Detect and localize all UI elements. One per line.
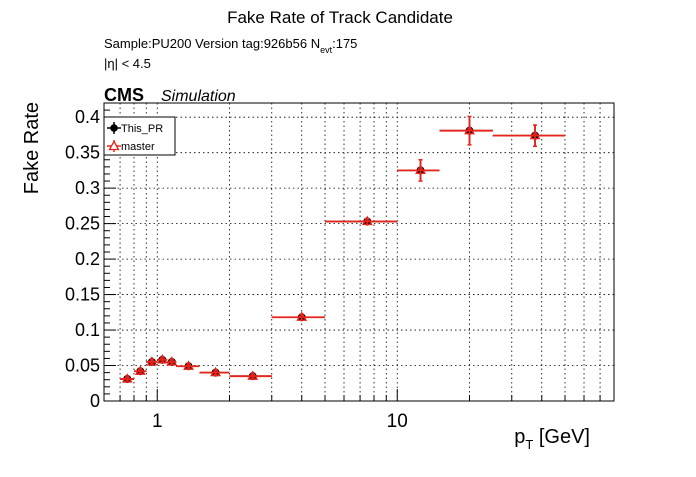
master-marker xyxy=(121,373,133,383)
x-axis-title: pT [GeV] xyxy=(514,426,590,452)
data-point xyxy=(133,365,147,376)
data-point xyxy=(156,354,168,364)
master-marker xyxy=(529,129,541,140)
data-point xyxy=(271,311,326,322)
y-tick-label: 0.3 xyxy=(75,178,100,198)
plot-title: Fake Rate of Track Candidate xyxy=(227,8,453,27)
x-axis-title-sub: T xyxy=(525,437,533,452)
cms-label: CMS xyxy=(104,85,144,105)
data-point xyxy=(439,115,493,146)
simulation-label: Simulation xyxy=(161,88,236,105)
sample-info-prefix: Sample:PU200 Version tag:926b56 N xyxy=(104,36,320,51)
master-marker xyxy=(134,365,146,375)
data-point xyxy=(397,159,440,182)
x-tick-label: 1 xyxy=(152,411,163,432)
data-point xyxy=(199,366,230,377)
data-point xyxy=(146,356,158,366)
y-tick-label: 0.2 xyxy=(75,249,100,269)
axes: 1 10 0 0.05 0.1 0.15 0.2 0.25 0.3 0.35 0.4 xyxy=(65,102,615,432)
grid xyxy=(103,103,615,401)
y-tick-label: 0 xyxy=(90,391,100,411)
legend-label-master: master xyxy=(121,141,155,153)
master-marker xyxy=(464,124,475,135)
master-marker xyxy=(183,360,194,370)
data-point xyxy=(229,370,272,381)
data-point xyxy=(492,124,566,148)
y-tick-label: 0.4 xyxy=(75,107,100,127)
y-tick-label: 0.1 xyxy=(75,320,100,340)
data-point xyxy=(176,360,200,371)
data-point xyxy=(325,215,398,226)
x-axis-title-main: p xyxy=(514,426,525,448)
plot-frame xyxy=(103,102,615,402)
y-axis-title: Fake Rate xyxy=(21,102,43,194)
master-marker xyxy=(210,366,221,377)
legend: This_PR master xyxy=(103,116,176,156)
legend-entry-master: master xyxy=(107,140,155,153)
data-points xyxy=(120,115,566,384)
eta-cut-label: |η| < 4.5 xyxy=(104,56,151,71)
master-marker xyxy=(361,215,373,226)
legend-entry-this-pr: This_PR xyxy=(107,122,163,135)
master-marker xyxy=(296,311,308,321)
legend-marker-master xyxy=(108,140,120,151)
master-marker xyxy=(247,370,259,380)
sample-info-suffix: :175 xyxy=(332,36,357,51)
master-marker xyxy=(166,356,178,366)
y-tick-label: 0.15 xyxy=(65,285,100,305)
y-tick-label: 0.25 xyxy=(65,214,100,234)
master-marker xyxy=(146,356,158,366)
y-tick-label: 0.05 xyxy=(65,356,100,376)
legend-marker-this-pr xyxy=(110,124,118,132)
sample-info-sub: evt xyxy=(320,45,333,55)
x-axis-title-unit: [GeV] xyxy=(533,426,590,448)
legend-label-this-pr: This_PR xyxy=(121,123,163,135)
master-marker xyxy=(156,354,168,364)
sample-info: Sample:PU200 Version tag:926b56 Nevt:175 xyxy=(104,36,357,55)
x-tick-label: 10 xyxy=(387,411,408,432)
master-marker xyxy=(415,164,426,175)
data-point xyxy=(166,356,178,366)
data-point xyxy=(120,373,134,384)
y-tick-label: 0.35 xyxy=(65,143,100,163)
